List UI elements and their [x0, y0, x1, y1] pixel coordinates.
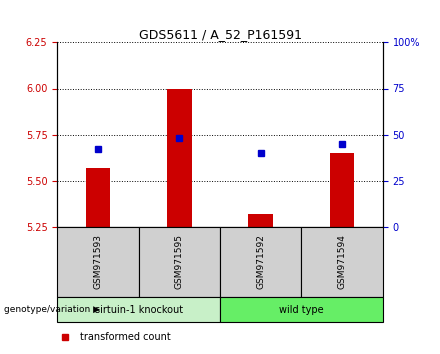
Bar	[86, 168, 110, 227]
Text: GSM971593: GSM971593	[93, 234, 103, 290]
Bar	[301, 227, 383, 297]
Bar	[330, 153, 354, 227]
Bar	[220, 227, 301, 297]
Text: GSM971594: GSM971594	[337, 234, 347, 290]
Text: GSM971592: GSM971592	[256, 234, 265, 290]
Title: GDS5611 / A_52_P161591: GDS5611 / A_52_P161591	[139, 28, 301, 41]
Bar	[167, 88, 191, 227]
Bar	[139, 227, 220, 297]
Text: wild type: wild type	[279, 305, 324, 315]
Text: sirtuin-1 knockout: sirtuin-1 knockout	[95, 305, 183, 315]
Bar	[220, 297, 383, 322]
Bar	[249, 214, 273, 227]
Bar	[57, 297, 220, 322]
Bar	[57, 227, 139, 297]
Text: GSM971595: GSM971595	[175, 234, 184, 290]
Text: genotype/variation ▶: genotype/variation ▶	[4, 305, 100, 314]
Text: transformed count: transformed count	[80, 332, 170, 342]
